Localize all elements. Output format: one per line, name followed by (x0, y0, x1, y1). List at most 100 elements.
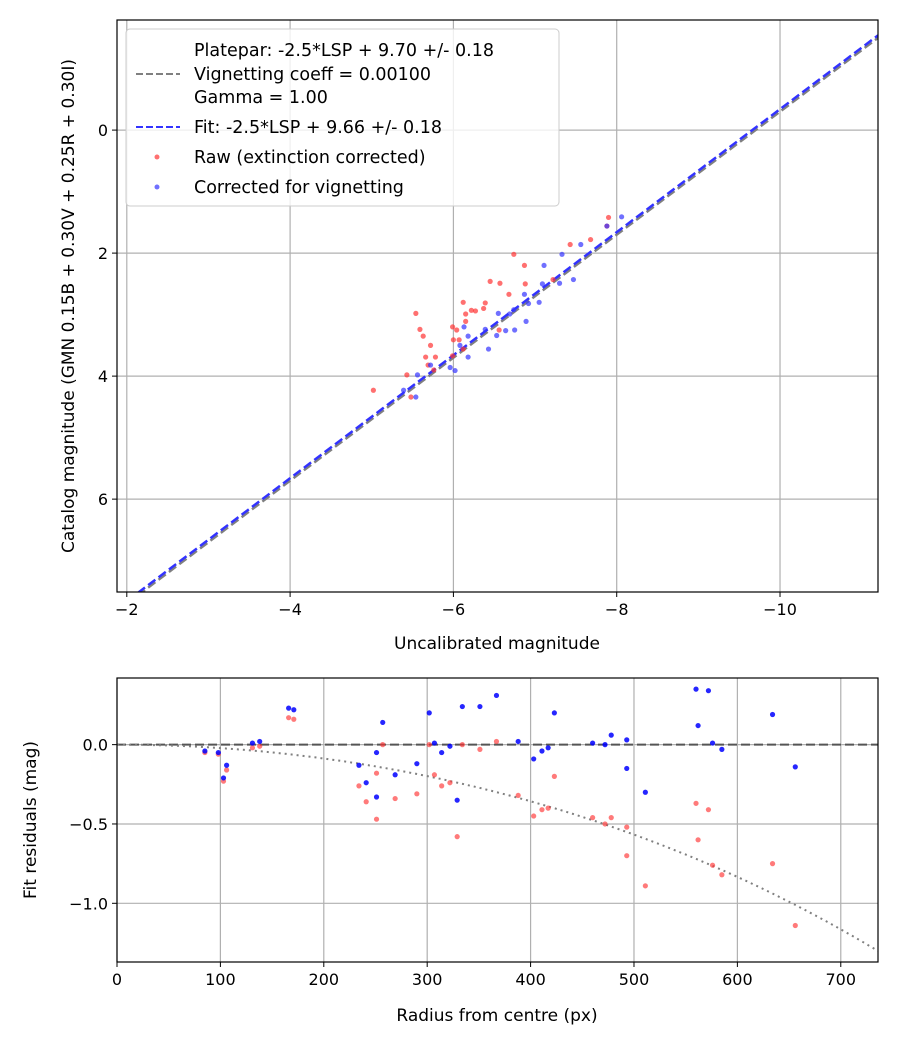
raw-point (370, 387, 376, 393)
corrected-point (539, 281, 546, 287)
raw-residual-point (545, 805, 551, 811)
raw-residual-point (363, 799, 369, 805)
x-axis-label: Uncalibrated magnitude (394, 634, 600, 654)
corrected-point (413, 394, 419, 400)
corrected-point (604, 223, 610, 229)
corrected-residual-point (257, 738, 263, 745)
raw-residual-point (531, 813, 537, 819)
tick-labels: 0 100 200 300 400 500 600 700 0.0 −0.5 −1.0 (69, 736, 856, 989)
raw-point (472, 308, 479, 314)
x-tick-label: 300 (412, 970, 443, 989)
corrected-residual-point (693, 686, 699, 692)
corrected-residual-point (249, 740, 256, 746)
raw-residual-point (792, 922, 798, 929)
legend-marker-raw (154, 154, 160, 160)
corrected-point (523, 318, 529, 324)
y-tick-label: 0 (98, 121, 108, 140)
y-axis-label: Fit residuals (mag) (21, 741, 41, 899)
corrected-residual-point (602, 742, 608, 748)
raw-point (420, 333, 426, 339)
raw-point (460, 299, 466, 305)
corrected-residual-point (719, 746, 725, 752)
corrected-point (559, 251, 565, 257)
y-tick-label: 4 (98, 367, 108, 386)
corrected-residual-point (705, 688, 712, 694)
raw-residual-point (642, 883, 648, 889)
corrected-residual-point (545, 745, 551, 751)
corrected-point (503, 328, 509, 334)
corrected-residual-point (515, 738, 521, 745)
corrected-residual-point (493, 692, 500, 699)
raw-residual-point (454, 834, 460, 840)
corrected-residual-point (477, 703, 483, 710)
raw-residual-point (447, 780, 453, 786)
y-tick-label: −1.0 (69, 894, 108, 913)
corrected-point (465, 333, 471, 339)
corrected-residual-point (202, 748, 208, 754)
x-tick-label: −6 (442, 600, 466, 619)
raw-residual-point (709, 862, 716, 868)
corrected-point (461, 324, 467, 330)
x-tick-label: 700 (826, 970, 857, 989)
x-tick-label: −10 (763, 600, 797, 619)
corrected-residual-point (215, 749, 221, 756)
corrected-residual-point (624, 765, 630, 772)
raw-point (463, 318, 469, 324)
raw-residual-point (431, 772, 438, 778)
raw-residual-point (493, 738, 500, 745)
raw-point (487, 278, 493, 284)
corrected-point (485, 346, 492, 352)
raw-residual-point (705, 807, 712, 813)
corrected-residual-point (373, 794, 380, 800)
corrected-residual-point (709, 740, 716, 746)
legend-box (125, 28, 560, 207)
corrected-residual-point (624, 737, 630, 743)
x-tick-label: −4 (278, 600, 302, 619)
raw-residual-point (373, 816, 380, 822)
corrected-point (511, 307, 517, 313)
raw-point (550, 276, 556, 283)
corrected-residual-point (531, 756, 537, 762)
platepar-line (140, 36, 878, 592)
raw-point (408, 394, 414, 400)
legend-corrected: Corrected for vignetting (194, 178, 404, 198)
raw-point (521, 262, 528, 269)
corrected-residual-point (291, 707, 297, 713)
corrected-point (494, 332, 500, 339)
raw-point (413, 310, 419, 316)
raw-residual-point (624, 824, 630, 830)
raw-point (427, 342, 434, 348)
corrected-point (465, 354, 471, 360)
corrected-point (447, 364, 453, 371)
x-tick-label: 400 (515, 970, 546, 989)
raw-point (417, 326, 423, 332)
raw-residual-point (477, 746, 483, 752)
legend-vignetting: Vignetting coeff = 0.00100 (194, 65, 431, 85)
grid (116, 678, 878, 962)
raw-residual-point (257, 743, 263, 749)
raw-residual-point (380, 742, 386, 748)
corrected-point (457, 342, 463, 348)
axes-frame (116, 677, 879, 963)
x-tick-label: 600 (722, 970, 753, 989)
y-axis-label: Catalog magnitude (GMN 0.15B + 0.30V + 0… (59, 59, 79, 553)
corrected-residual-point (439, 749, 445, 756)
corrected-residual-point (431, 740, 438, 746)
raw-point (456, 337, 462, 343)
raw-point (482, 300, 488, 306)
corrected-residual-point (792, 764, 798, 770)
corrected-residual-point (551, 710, 557, 716)
corrected-point (482, 326, 488, 332)
corrected-residual-point (373, 749, 380, 756)
corrected-residual-point (392, 772, 398, 778)
raw-residual-point (426, 742, 432, 748)
corrected-residual-point (380, 719, 386, 726)
raw-residual-point (608, 815, 614, 821)
corrected-point (521, 291, 528, 297)
raw-residual-point (392, 795, 398, 802)
x-tick-label: 0 (112, 970, 122, 989)
raw-point (522, 281, 528, 287)
raw-residual-point (224, 767, 230, 773)
corrected-residual-point (224, 762, 230, 768)
